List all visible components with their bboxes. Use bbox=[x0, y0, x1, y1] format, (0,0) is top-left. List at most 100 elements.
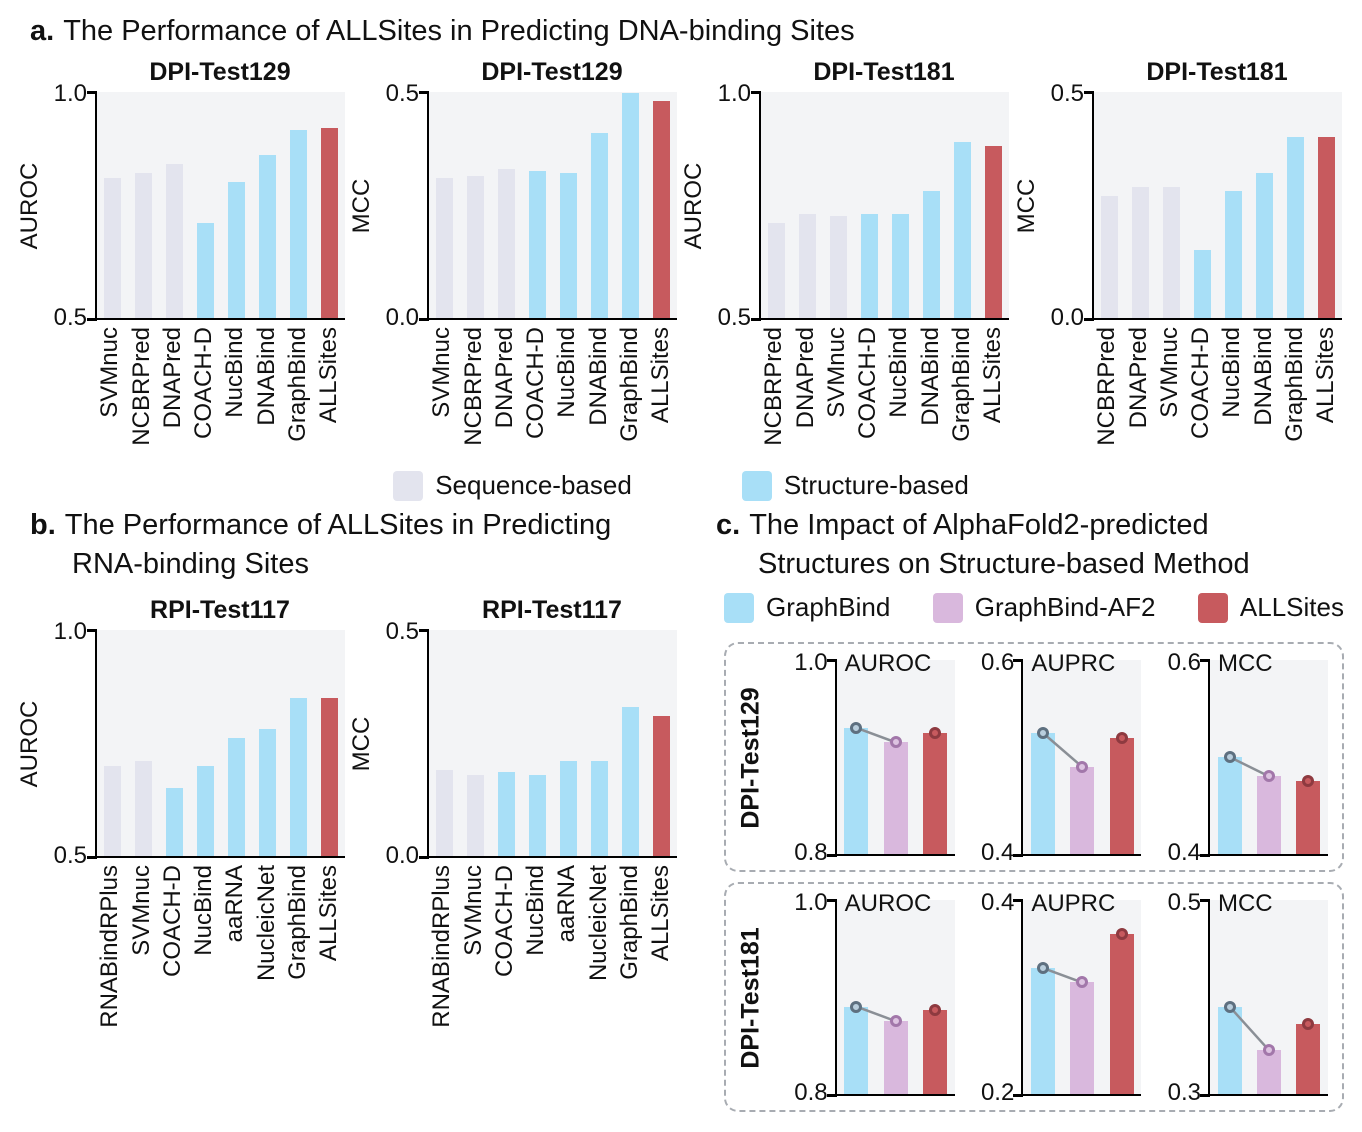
y-axis-ticks: 1.0 0.5 bbox=[45, 80, 95, 331]
marker-allsites bbox=[1302, 1018, 1315, 1031]
panel-c-group-dpi-test129: DPI-Test129 1.0 0.8 AUROC 0.6 0.4 AUPRC bbox=[724, 642, 1344, 872]
legend-item-graphbind: GraphBind bbox=[724, 592, 890, 623]
bar-rnabindrplus bbox=[436, 770, 453, 856]
x-tick-label-dnapred: DNAPred bbox=[158, 327, 186, 429]
mini-chart-title: AUROC bbox=[844, 650, 932, 677]
y-tick-min: 0.8 bbox=[794, 1079, 828, 1106]
bar-graphbind bbox=[1217, 1006, 1242, 1094]
chart-rpi-test117-auroc: RPI-Test117 AUROC 1.0 0.5 RNABindRPlus SV… bbox=[15, 596, 345, 1078]
y-tick-max: 1.0 bbox=[717, 80, 751, 107]
legend-sequence-structure: Sequence-based Structure-based bbox=[0, 470, 1362, 501]
bar-dnapred bbox=[799, 214, 816, 318]
bar-svmnuc bbox=[1163, 186, 1180, 318]
mini-chart-mcc-test129: 0.6 0.4 MCC bbox=[1160, 649, 1328, 866]
bar-aarna bbox=[560, 761, 577, 856]
group-label: DPI-Test129 bbox=[736, 687, 765, 829]
y-axis-label: MCC bbox=[1013, 178, 1040, 234]
x-tick-label-nucleicnet: NucleicNet bbox=[584, 865, 612, 982]
x-tick-label-allsites: ALLSites bbox=[647, 865, 675, 962]
bar-ncbrpred bbox=[467, 175, 484, 318]
legend-label: Sequence-based bbox=[435, 470, 632, 500]
plot-area bbox=[419, 629, 677, 859]
x-tick-label-nucbind: NucBind bbox=[553, 327, 581, 418]
legend-label: Structure-based bbox=[783, 470, 969, 500]
y-tick-max: 0.5 bbox=[1050, 80, 1084, 107]
bar-graphbind bbox=[622, 93, 639, 318]
bar-allsites bbox=[321, 697, 338, 856]
bar-ncbrpred bbox=[1101, 195, 1118, 318]
legend-label: GraphBind bbox=[766, 592, 891, 622]
marker-allsites bbox=[1115, 731, 1128, 744]
x-tick-label-allsites: ALLSites bbox=[1312, 327, 1340, 424]
y-tick-min: 0.4 bbox=[1167, 839, 1201, 866]
marker-allsites bbox=[928, 1003, 941, 1016]
bar-coach-d bbox=[1194, 250, 1211, 318]
legend-item-sequence-based: Sequence-based bbox=[393, 470, 632, 501]
bar-graphbind bbox=[1287, 137, 1304, 318]
x-tick-label-dnabind: DNABind bbox=[584, 327, 612, 426]
x-tick-label-rnabindrplus: RNABindRPlus bbox=[96, 865, 124, 1028]
y-tick-max: 0.4 bbox=[980, 889, 1015, 916]
bar-rnabindrplus bbox=[104, 765, 121, 856]
graphbind-swatch bbox=[724, 592, 754, 623]
x-tick-label-dnabind: DNABind bbox=[252, 327, 280, 426]
bar-dnabind bbox=[1256, 173, 1273, 318]
mini-chart-title: MCC bbox=[1217, 890, 1273, 917]
bar-graphbind-af2 bbox=[883, 1021, 908, 1094]
legend-label: GraphBind-AF2 bbox=[974, 592, 1156, 622]
x-axis-labels: NCBRPred DNAPred SVMnuc COACH-D NucBind DNABi… bbox=[759, 320, 1009, 474]
x-tick-label-graphbind: GraphBind bbox=[283, 865, 311, 980]
y-axis-ticks: 0.4 0.2 bbox=[973, 889, 1021, 1106]
x-tick-label-graphbind: GraphBind bbox=[615, 327, 643, 442]
bar-dnapred bbox=[498, 168, 515, 318]
bar-aarna bbox=[228, 738, 245, 856]
chart-dpi-test181-mcc: DPI-Test181 MCC 0.5 0.0 NCBRPred DNAPred S… bbox=[1012, 58, 1342, 474]
x-tick-label-ncbrpred: NCBRPred bbox=[760, 327, 788, 446]
bar-nucbind bbox=[197, 765, 214, 856]
mini-chart-title: AUROC bbox=[844, 890, 932, 917]
bar-svmnuc bbox=[467, 774, 484, 856]
x-tick-label-graphbind: GraphBind bbox=[1280, 327, 1308, 442]
plot-area bbox=[1199, 659, 1328, 857]
marker-graphbind-af2 bbox=[1262, 1044, 1275, 1057]
panel-c-title-line1: The Impact of AlphaFold2-predicted bbox=[749, 509, 1209, 541]
chart-title: RPI-Test117 bbox=[482, 596, 622, 624]
bar-svmnuc bbox=[135, 761, 152, 856]
chart-dpi-test181-auroc: DPI-Test181 AUROC 1.0 0.5 NCBRPred DNAPre… bbox=[679, 58, 1009, 474]
panel-c-label: c. bbox=[716, 509, 741, 541]
y-axis-ticks: 1.0 0.5 bbox=[709, 80, 759, 331]
y-axis-label: AUROC bbox=[16, 162, 43, 250]
x-axis-labels: RNABindRPlus SVMnuc COACH-D NucBind aaRNA Nuc… bbox=[95, 858, 345, 1078]
y-tick-max: 0.6 bbox=[1167, 649, 1201, 676]
bar-graphbind bbox=[844, 1006, 869, 1094]
y-axis-ticks: 1.0 0.8 bbox=[787, 649, 835, 866]
x-tick-label-nucbind: NucBind bbox=[190, 865, 218, 956]
chart-title: DPI-Test129 bbox=[481, 58, 623, 86]
x-tick-label-nucbind: NucBind bbox=[522, 865, 550, 956]
bar-allsites bbox=[1109, 737, 1134, 854]
panel-c-title: c. The Impact of AlphaFold2-predicted Str… bbox=[716, 506, 1250, 584]
marker-graphbind-af2 bbox=[889, 1015, 902, 1028]
x-tick-label-coach-d: COACH-D bbox=[522, 327, 550, 439]
bar-allsites bbox=[653, 101, 670, 318]
chart-title: DPI-Test181 bbox=[813, 58, 955, 86]
y-tick-min: 0.5 bbox=[717, 304, 751, 331]
trend-line bbox=[1023, 660, 1141, 854]
marker-graphbind bbox=[1223, 1000, 1236, 1013]
y-axis-ticks: 1.0 0.8 bbox=[787, 889, 835, 1106]
bar-svmnuc bbox=[436, 177, 453, 318]
bar-allsites bbox=[1318, 137, 1335, 318]
bar-graphbind bbox=[1030, 967, 1055, 1094]
bar-coach-d bbox=[529, 171, 546, 318]
bar-dnabind bbox=[923, 191, 940, 318]
bar-ncbrpred bbox=[768, 223, 785, 318]
y-tick-min: 0.0 bbox=[385, 304, 419, 331]
bar-nucleicnet bbox=[591, 761, 608, 856]
plot-area bbox=[1013, 899, 1142, 1097]
plot-area bbox=[87, 91, 345, 321]
bar-ncbrpred bbox=[135, 173, 152, 318]
marker-graphbind bbox=[850, 721, 863, 734]
structure-based-swatch bbox=[741, 470, 772, 501]
x-tick-label-dnapred: DNAPred bbox=[791, 327, 819, 429]
x-tick-label-nucbind: NucBind bbox=[221, 327, 249, 418]
